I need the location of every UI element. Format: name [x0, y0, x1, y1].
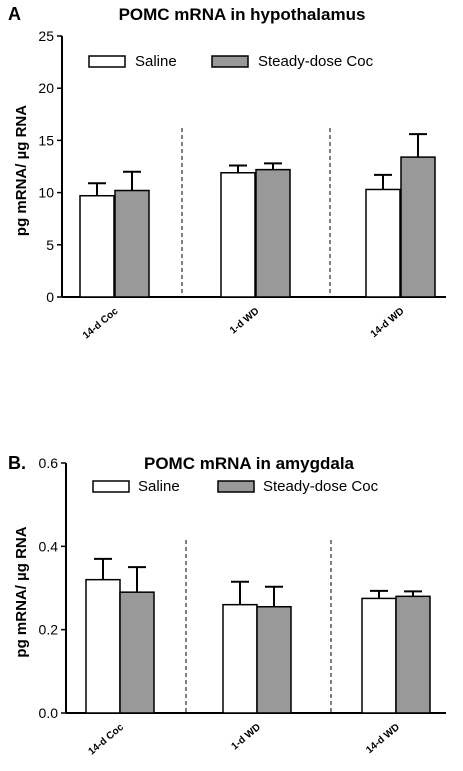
y-tick-label: 10: [38, 185, 54, 201]
category-label: 1-d WD: [229, 722, 262, 753]
y-axis-label: pg mRNA/ µg RNA: [13, 526, 30, 657]
chart-title: POMC mRNA in hypothalamus: [119, 5, 366, 24]
legend-swatch-coc: [211, 55, 249, 68]
bar-coc: [256, 606, 292, 714]
y-tick-label: 5: [46, 237, 54, 253]
legend-label: Saline: [138, 478, 180, 495]
bar-coc: [114, 189, 150, 298]
chart-panel-b: B. POMC mRNA in amygdala pg mRNA/ µg RNA 0.…: [8, 453, 446, 757]
y-tick-label: 0.0: [39, 705, 59, 721]
legend-label: Steady-dose Coc: [263, 478, 379, 495]
panel-letter: A: [8, 4, 21, 24]
bar-saline: [361, 597, 397, 714]
category-label: 14-d Coc: [81, 306, 121, 342]
category-label: 1-d WD: [228, 306, 261, 337]
bar-coc: [400, 156, 436, 298]
y-axis-label: pg mRNA/ µg RNA: [13, 105, 30, 236]
category-label: 14-d WD: [369, 306, 407, 340]
bar-saline: [220, 172, 256, 298]
legend-swatch-coc: [217, 480, 255, 493]
bar-coc: [255, 168, 291, 298]
bar-coc: [395, 595, 431, 714]
legend-swatch-saline: [88, 55, 126, 68]
y-tick-label: 0.4: [39, 538, 59, 554]
chart-title: POMC mRNA in amygdala: [144, 454, 355, 473]
bar-saline: [85, 578, 121, 714]
y-tick-label: 15: [38, 132, 54, 148]
bar-coc: [119, 591, 155, 714]
chart-panel-a: A POMC mRNA in hypothalamus pg mRNA/ µg RN…: [8, 4, 446, 341]
legend-label: Saline: [135, 53, 177, 70]
y-tick-label: 25: [38, 28, 54, 44]
category-label: 14-d Coc: [87, 722, 127, 758]
category-label: 14-d WD: [364, 722, 402, 756]
legend-swatch-saline: [92, 480, 130, 493]
panel-letter: B.: [8, 453, 26, 473]
y-tick-label: 0: [46, 289, 54, 305]
y-tick-label: 0.2: [39, 622, 59, 638]
bar-saline: [79, 194, 115, 298]
bar-saline: [222, 603, 258, 714]
legend-label: Steady-dose Coc: [258, 53, 374, 70]
y-tick-label: 0.6: [39, 455, 59, 471]
y-tick-label: 20: [38, 80, 54, 96]
bar-saline: [365, 188, 401, 298]
